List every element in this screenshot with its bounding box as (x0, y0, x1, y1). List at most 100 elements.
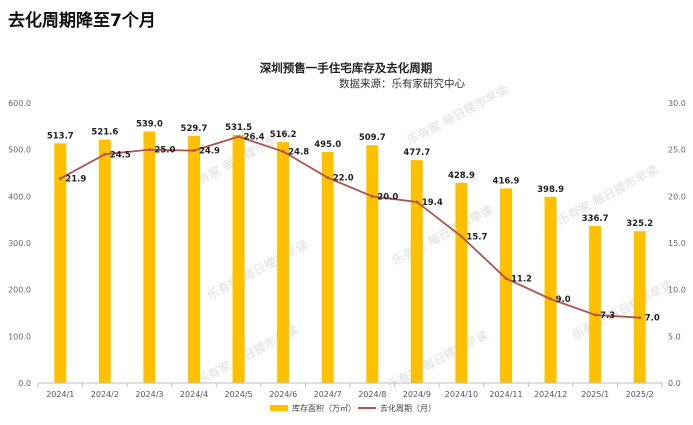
bar-value-label: 531.5 (225, 123, 252, 133)
line-point (326, 176, 330, 180)
line-point (460, 235, 463, 238)
legend: 库存面积（万㎡） 去化周期（月） (270, 403, 436, 413)
bar-value-label: 398.9 (537, 185, 564, 195)
bar-inventory (455, 182, 468, 383)
x-tick-label: 2025/1 (581, 390, 609, 399)
y-axis-right: 0.0 5.0 10.0 15.0 20.0 25.0 30.0 (668, 99, 686, 388)
chart-container: 深圳预售一手住宅库存及去化周期 数据来源：乐有家研究中心 乐有家 每日楼市早读乐… (0, 40, 693, 421)
x-tick-label: 2024/12 (534, 390, 567, 399)
combo-chart: 深圳预售一手住宅库存及去化周期 数据来源：乐有家研究中心 乐有家 每日楼市早读乐… (8, 61, 686, 413)
y-right-tick-label: 25.0 (668, 146, 686, 155)
legend-line-label: 去化周期（月） (380, 403, 436, 413)
bar-inventory (277, 142, 290, 383)
bar-value-label: 477.7 (403, 148, 430, 158)
line-value-label: 7.3 (600, 311, 615, 321)
bar-inventory (321, 152, 334, 383)
y-left-tick-label: 100.0 (8, 332, 31, 341)
line-value-label: 24.8 (288, 148, 309, 158)
bar-value-label: 509.7 (359, 133, 386, 143)
line-point (148, 148, 151, 152)
line-value-label: 24.9 (199, 147, 220, 157)
x-axis: 2024/1 2024/2 2024/3 2024/4 2024/5 2024/6 2024… (37, 382, 663, 399)
bar-inventory (232, 134, 245, 383)
x-tick-label: 2024/3 (135, 390, 163, 399)
y-left-tick-label: 0.0 (18, 379, 31, 388)
x-tick-label: 2024/11 (489, 390, 522, 399)
y-left-tick-label: 200.0 (8, 286, 31, 295)
legend-bar-swatch (270, 405, 288, 411)
y-right-tick-label: 15.0 (668, 239, 686, 248)
line-point (504, 277, 508, 280)
line-destocking-period (59, 135, 640, 319)
watermark-text: 乐有家 每日楼市早读 (404, 82, 510, 148)
x-tick-label: 2024/2 (91, 390, 119, 399)
bar-value-label: 416.9 (493, 176, 520, 186)
watermark-text: 乐有家 每日楼市早读 (204, 237, 310, 303)
y-right-tick-label: 0.0 (668, 379, 681, 388)
x-tick-label: 2024/7 (314, 390, 342, 399)
line-value-label: 20.0 (377, 192, 398, 202)
line-point (415, 200, 419, 204)
line-value-label: 19.4 (422, 198, 443, 208)
bar-inventory (143, 131, 156, 383)
bar-value-label: 495.0 (314, 140, 341, 150)
bar-value-label: 521.6 (91, 128, 118, 138)
bar-value-label: 336.7 (582, 214, 609, 224)
watermark-text: 乐有家 每日楼市早读 (569, 277, 675, 343)
bar-inventory (544, 196, 557, 383)
bar-series: 513.7 521.6 539.0 529.7 531.5 516.2 495.0 509.7… (47, 119, 653, 383)
y-left-tick-label: 400.0 (8, 192, 31, 201)
line-series: 21.9 24.5 25.0 24.9 26.4 24.8 22.0 20.0 19.4 15.7… (58, 133, 660, 324)
line-point (281, 150, 285, 153)
bar-value-label: 516.2 (270, 130, 297, 140)
x-tick-label: 2024/5 (224, 390, 252, 399)
y-right-tick-label: 5.0 (668, 332, 681, 341)
y-right-tick-label: 10.0 (668, 286, 686, 295)
x-tick-label: 2024/1 (46, 390, 74, 399)
bar-inventory (98, 139, 111, 383)
bar-inventory (500, 188, 512, 383)
bar-value-label: 529.7 (181, 124, 208, 134)
x-tick-label: 2024/6 (269, 390, 297, 399)
line-value-label: 11.2 (511, 274, 532, 284)
chart-title: 深圳预售一手住宅库存及去化周期 (260, 61, 433, 75)
x-tick-label: 2024/9 (403, 390, 431, 399)
chart-subtitle: 数据来源：乐有家研究中心 (339, 77, 465, 90)
bar-value-label: 325.2 (626, 219, 653, 229)
headline: 去化周期降至7个月 (8, 11, 156, 31)
bar-value-label: 513.7 (47, 131, 74, 141)
line-point (58, 177, 62, 181)
line-value-label: 9.0 (556, 295, 571, 305)
x-tick-label: 2025/2 (626, 390, 654, 399)
bar-inventory (54, 143, 67, 383)
line-point (370, 194, 374, 198)
bar-value-label: 539.0 (136, 119, 163, 129)
line-point (638, 316, 642, 320)
bar-inventory (366, 145, 379, 383)
line-value-label: 22.0 (333, 174, 354, 184)
y-axis-left: 0.0 100.0 200.0 300.0 400.0 500.0 600.0 (8, 99, 31, 388)
y-left-tick-label: 300.0 (8, 239, 31, 248)
bar-inventory (410, 160, 423, 383)
line-value-label: 25.0 (154, 146, 175, 156)
line-point (103, 152, 107, 156)
line-point (593, 313, 597, 317)
x-tick-label: 2024/8 (358, 390, 386, 399)
line-point (237, 135, 240, 138)
line-value-label: 21.9 (65, 175, 86, 185)
line-point (549, 297, 552, 301)
bar-inventory (589, 225, 602, 383)
line-value-label: 7.0 (645, 314, 660, 324)
x-tick-label: 2024/10 (445, 390, 478, 399)
line-point (192, 149, 196, 152)
line-value-label: 26.4 (244, 133, 265, 143)
x-tick-label: 2024/4 (180, 390, 208, 399)
line-value-label: 15.7 (466, 232, 487, 242)
bar-inventory (633, 231, 646, 383)
y-left-tick-label: 600.0 (8, 99, 31, 108)
legend-bar-label: 库存面积（万㎡） (292, 403, 356, 413)
y-left-tick-label: 500.0 (8, 146, 31, 155)
y-right-tick-label: 20.0 (668, 192, 686, 201)
line-value-label: 24.5 (110, 150, 131, 160)
